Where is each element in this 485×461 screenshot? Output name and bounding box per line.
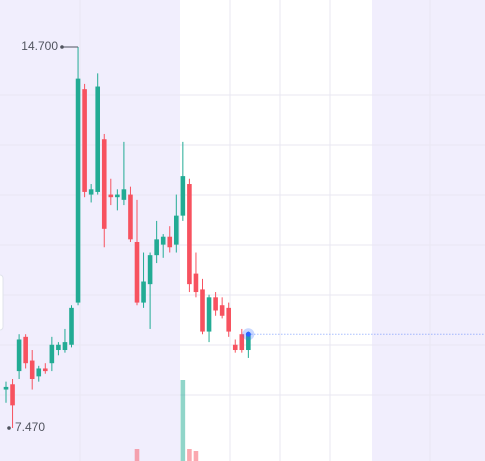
candle-body: [141, 281, 146, 303]
candle-body: [49, 344, 55, 364]
candle-body: [154, 239, 159, 256]
candle-body: [82, 89, 87, 192]
candle-body: [56, 344, 61, 351]
volume-bar: [134, 449, 140, 461]
volume-bar: [180, 380, 186, 461]
high-label: 14.700: [21, 39, 58, 53]
candle-body: [3, 386, 9, 390]
candle-body: [187, 184, 192, 285]
last-price-dot: [245, 331, 251, 337]
candle-body: [121, 189, 127, 200]
low-label: 7.470: [15, 420, 45, 434]
candle-body: [101, 139, 107, 229]
candle-body: [193, 273, 199, 293]
candle-body: [206, 297, 212, 332]
candle-body: [108, 194, 114, 198]
candle-body: [134, 241, 140, 303]
tooltip-edge: [0, 274, 4, 331]
high-dot: [60, 45, 64, 49]
candle-body: [128, 194, 133, 240]
candle-body: [75, 78, 81, 303]
candle-body: [180, 176, 186, 216]
session-shade: [372, 0, 485, 461]
candle-body: [88, 189, 94, 195]
candle-body: [69, 307, 74, 345]
candle-body: [62, 342, 68, 351]
candle-body: [167, 236, 173, 248]
session-shade: [0, 0, 180, 461]
candle-body: [200, 289, 205, 332]
volume-bar: [187, 449, 192, 461]
candle-body: [174, 215, 179, 245]
volume-bar: [193, 451, 199, 461]
low-dot: [7, 426, 11, 430]
candle-body: [10, 384, 15, 406]
candle-body: [226, 307, 231, 332]
candle-body: [239, 334, 245, 351]
candle-body: [219, 305, 225, 316]
candle-body: [29, 360, 35, 380]
candle-body: [43, 368, 48, 372]
candle-body: [246, 334, 251, 351]
candle-body: [95, 86, 100, 192]
candle-body: [23, 336, 28, 364]
candle-body: [232, 344, 238, 351]
candle-body: [160, 236, 166, 245]
candle-body: [36, 368, 42, 377]
candle-body: [147, 255, 153, 285]
candle-body: [115, 194, 120, 198]
candle-body: [16, 339, 22, 372]
candle-body: [213, 297, 218, 311]
